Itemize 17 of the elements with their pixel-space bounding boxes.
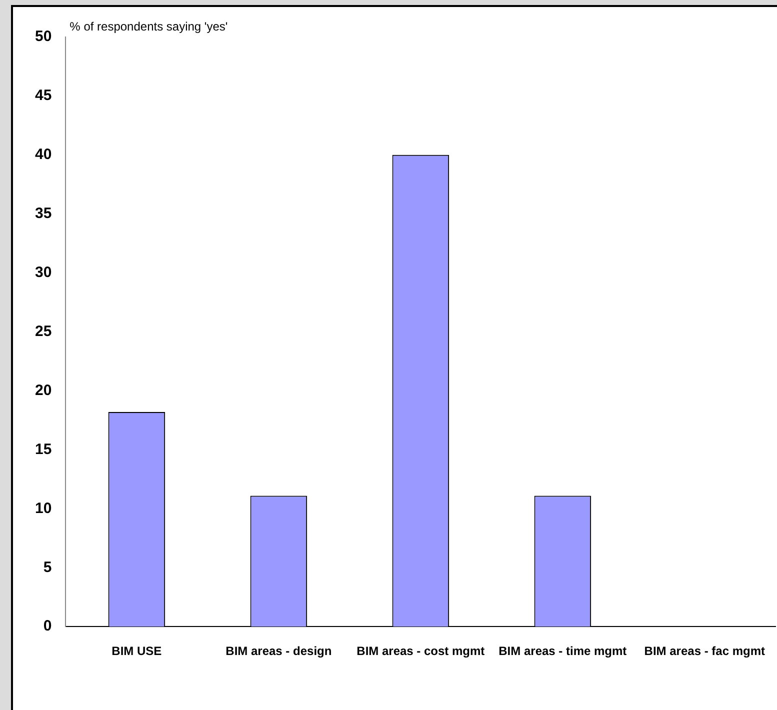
y-tick-label: 15 [34, 440, 52, 458]
y-tick-label: 50 [34, 28, 52, 46]
y-tick-label: 10 [34, 500, 52, 517]
y-tick-label: 0 [43, 618, 52, 635]
x-tick-label: BIM areas - cost mgmt [356, 644, 485, 658]
y-tick-label: 30 [34, 264, 52, 281]
y-tick-label: 45 [34, 87, 52, 104]
x-tick-label: BIM areas - time mgmt [498, 644, 627, 658]
y-tick-label: 35 [34, 205, 52, 222]
y-axis-title: % of respondents saying 'yes' [70, 19, 228, 34]
x-tick-label: BIM areas - fac mgmt [644, 644, 766, 658]
y-tick-label: 25 [34, 322, 52, 340]
y-tick-label: 5 [43, 558, 52, 576]
x-tick-label: BIM areas - design [226, 644, 332, 658]
y-tick-label: 20 [34, 382, 52, 399]
x-tick-label: BIM USE [112, 644, 162, 658]
y-tick-label: 40 [34, 146, 52, 164]
